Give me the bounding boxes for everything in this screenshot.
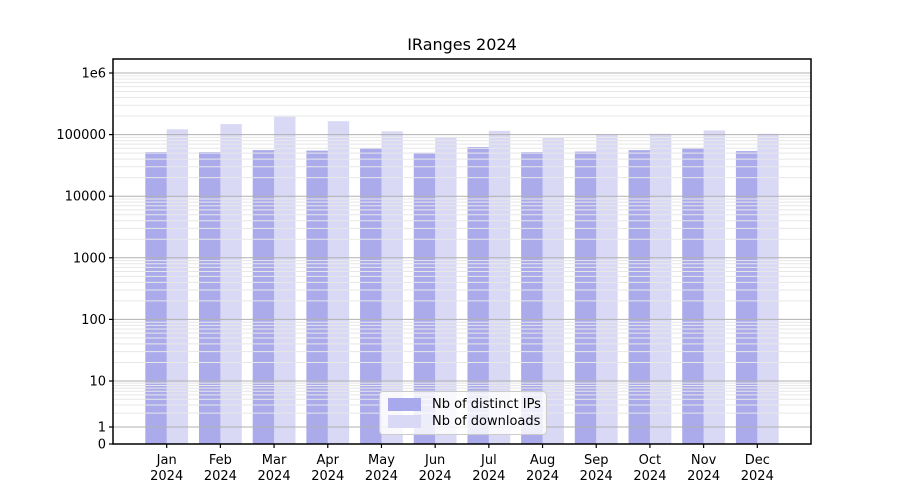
y-tick-label: 0 bbox=[98, 438, 106, 453]
bar-distinct-ips-mar bbox=[252, 150, 275, 444]
x-tick-label-year: 2024 bbox=[419, 469, 452, 484]
x-tick-label-month: Sep bbox=[584, 453, 609, 468]
bar-distinct-ips-apr bbox=[306, 150, 328, 444]
y-tick-label: 100 bbox=[81, 313, 106, 328]
bar-downloads-jul bbox=[488, 130, 511, 444]
chart-title: IRanges 2024 bbox=[407, 35, 517, 54]
x-tick-label-year: 2024 bbox=[741, 469, 774, 484]
x-tick-label-month: Jul bbox=[480, 453, 497, 468]
bar-distinct-ips-oct bbox=[628, 150, 650, 444]
x-tick-label-year: 2024 bbox=[580, 469, 613, 484]
bar-distinct-ips-feb bbox=[198, 152, 221, 445]
legend-swatch-downloads bbox=[388, 415, 421, 428]
x-tick-label-month: Mar bbox=[262, 453, 287, 468]
x-tick-label-year: 2024 bbox=[526, 469, 559, 484]
x-tick-label-year: 2024 bbox=[150, 469, 183, 484]
x-tick-label-year: 2024 bbox=[472, 469, 505, 484]
axes-frame bbox=[112, 58, 812, 445]
legend-label-downloads: Nb of downloads bbox=[432, 414, 541, 429]
bar-downloads-feb bbox=[220, 124, 242, 444]
bar-distinct-ips-jun bbox=[413, 152, 436, 444]
x-tick-label-year: 2024 bbox=[687, 469, 720, 484]
bar-distinct-ips-may bbox=[360, 148, 382, 445]
legend-item-downloads: Nb of downloads bbox=[388, 414, 541, 429]
bar-distinct-ips-aug bbox=[521, 152, 543, 445]
y-tick-label: 10 bbox=[89, 375, 106, 390]
bar-distinct-ips-nov bbox=[682, 147, 704, 445]
x-tick-label-month: Jun bbox=[424, 453, 445, 468]
x-tick-label-year: 2024 bbox=[365, 469, 398, 484]
x-tick-label-month: Nov bbox=[691, 453, 717, 468]
bar-downloads-jan bbox=[166, 129, 189, 445]
x-tick-label-month: May bbox=[368, 453, 395, 468]
x-tick-label-month: Aug bbox=[530, 453, 555, 468]
y-tick-label: 1e6 bbox=[81, 67, 106, 82]
legend-item-distinct-ips: Nb of distinct IPs bbox=[388, 397, 541, 412]
bar-distinct-ips-sep bbox=[574, 151, 597, 445]
x-tick-label-month: Oct bbox=[639, 453, 661, 468]
bar-distinct-ips-jan bbox=[145, 152, 167, 445]
y-tick-label: 100000 bbox=[56, 128, 106, 143]
x-tick-label-year: 2024 bbox=[204, 469, 237, 484]
x-tick-label-year: 2024 bbox=[258, 469, 291, 484]
x-tick-label-year: 2024 bbox=[633, 469, 666, 484]
bar-distinct-ips-jul bbox=[467, 146, 489, 444]
bar-downloads-nov bbox=[703, 130, 726, 444]
x-tick-label-month: Apr bbox=[317, 453, 340, 468]
x-tick-label-month: Jan bbox=[156, 453, 177, 468]
bar-downloads-sep bbox=[596, 134, 618, 444]
bar-downloads-jun bbox=[435, 137, 457, 445]
bar-downloads-dec bbox=[757, 133, 779, 445]
y-tick-label: 1 bbox=[98, 421, 106, 436]
y-tick-label: 1000 bbox=[73, 251, 106, 266]
legend: Nb of distinct IPs Nb of downloads bbox=[379, 391, 547, 435]
y-tick-label: 10000 bbox=[65, 190, 106, 205]
bar-distinct-ips-dec bbox=[735, 151, 758, 445]
x-tick-label-year: 2024 bbox=[311, 469, 344, 484]
x-tick-label-month: Dec bbox=[745, 453, 770, 468]
bar-downloads-oct bbox=[649, 133, 672, 445]
x-tick-label-month: Feb bbox=[209, 453, 232, 468]
legend-label-distinct-ips: Nb of distinct IPs bbox=[432, 397, 541, 412]
legend-swatch-distinct-ips bbox=[388, 398, 421, 411]
